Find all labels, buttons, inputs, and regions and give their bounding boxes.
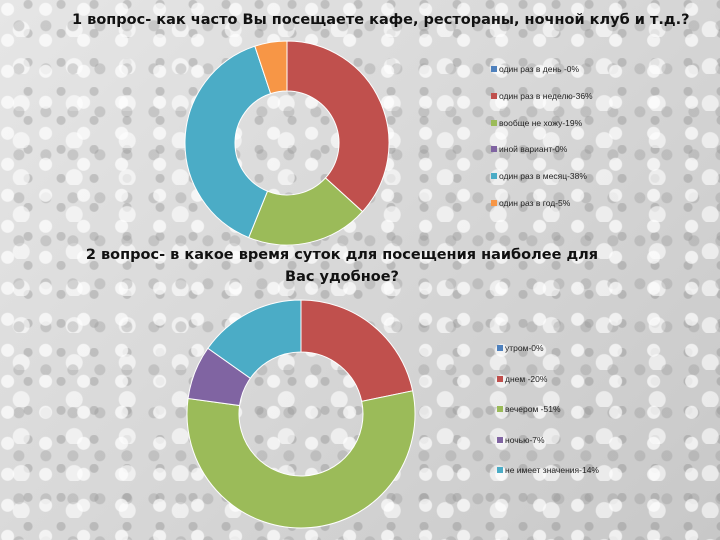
chart1-legend-swatch-5 bbox=[491, 200, 497, 206]
chart1-title: 1 вопрос- как часто Вы посещаете кафе, р… bbox=[72, 12, 690, 28]
chart1-legend-label-4: один раз в месяц-38% bbox=[499, 171, 587, 182]
chart2-legend-label-3: ночью-7% bbox=[505, 434, 545, 445]
chart2-legend-label-1: днем -20% bbox=[505, 373, 548, 384]
chart2-legend-label-4: не имеет значения-14% bbox=[505, 465, 599, 475]
chart1-legend-swatch-0 bbox=[491, 66, 497, 72]
chart2-legend-label-0: утром-0% bbox=[505, 343, 544, 353]
chart1-legend-swatch-4 bbox=[491, 173, 497, 180]
chart1-legend-swatch-2 bbox=[491, 119, 497, 126]
chart1-legend-item-0: один раз в день -0% bbox=[491, 64, 579, 74]
chart1-slice-4 bbox=[184, 45, 272, 239]
chart2-legend-swatch-4 bbox=[497, 467, 503, 473]
chart1-legend-label-2: вообще не хожу-19% bbox=[499, 117, 583, 128]
chart2-legend-item-1: днем -20% bbox=[497, 374, 547, 384]
chart2-legend-item-0: утром-0% bbox=[497, 343, 544, 353]
chart2-legend-swatch-1 bbox=[497, 375, 503, 382]
chart1-slice-5 bbox=[254, 40, 288, 95]
chart2-legend-swatch-2 bbox=[497, 406, 503, 412]
chart1-legend-label-1: один раз в неделю-36% bbox=[499, 90, 593, 101]
chart1-legend-item-2: вообще не хожу-19% bbox=[491, 118, 582, 128]
chart2-slice-4 bbox=[207, 299, 302, 379]
chart2-slice-1 bbox=[300, 299, 414, 402]
chart1-legend-swatch-1 bbox=[491, 92, 497, 99]
chart1-legend-item-3: иной вариант-0% bbox=[491, 144, 567, 154]
chart1-slice-1 bbox=[286, 40, 390, 213]
chart2-legend-item-3: ночью-7% bbox=[497, 435, 545, 445]
chart2-title: 2 вопрос- в какое время суток для посеще… bbox=[85, 247, 599, 285]
chart1-legend-swatch-3 bbox=[491, 146, 497, 153]
chart1-legend-item-5: один раз в год-5% bbox=[491, 198, 570, 208]
chart2-legend-item-4: не имеет значения-14% bbox=[497, 465, 599, 475]
chart1-legend-item-4: один раз в месяц-38% bbox=[491, 171, 587, 181]
chart2-legend-swatch-3 bbox=[497, 436, 503, 443]
chart2-legend-item-2: вечером -51% bbox=[497, 404, 561, 414]
chart2-slice-2 bbox=[186, 390, 416, 529]
chart2-legend-label-2: вечером -51% bbox=[505, 404, 561, 414]
chart1-legend-label-3: иной вариант-0% bbox=[499, 144, 568, 155]
chart1-legend-label-0: один раз в день -0% bbox=[499, 64, 580, 74]
chart1-legend-label-5: один раз в год-5% bbox=[499, 198, 571, 208]
chart2-legend-swatch-0 bbox=[497, 345, 503, 351]
chart1-legend-item-1: один раз в неделю-36% bbox=[491, 91, 593, 101]
